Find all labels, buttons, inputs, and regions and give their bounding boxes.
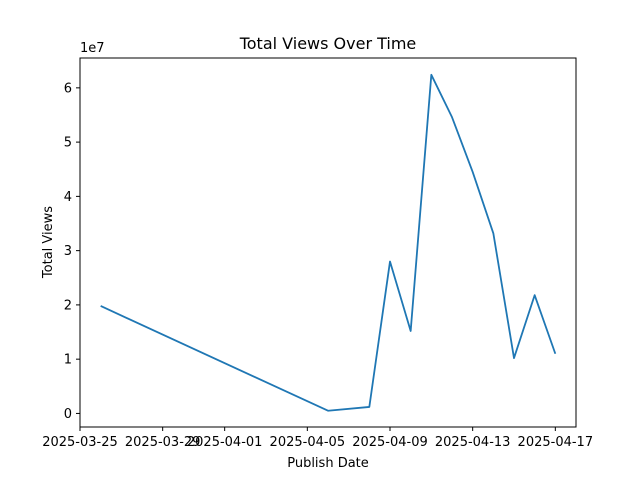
y-tick-label: 5 bbox=[64, 136, 72, 151]
x-tick-label: 2025-04-01 bbox=[187, 435, 263, 450]
plot-area bbox=[80, 58, 576, 427]
series-line bbox=[100, 73, 557, 412]
x-axis-label: Publish Date bbox=[287, 456, 369, 471]
y-tick-label: 2 bbox=[64, 298, 72, 313]
x-tick-label: 2025-03-29 bbox=[125, 435, 201, 450]
y-axis-multiplier: 1e7 bbox=[80, 41, 105, 56]
y-tick-label: 3 bbox=[64, 244, 72, 259]
y-tick-label: 4 bbox=[64, 190, 72, 205]
x-tick-label: 2025-04-05 bbox=[270, 435, 346, 450]
x-tick-label: 2025-04-13 bbox=[435, 435, 511, 450]
x-tick-label: 2025-04-09 bbox=[352, 435, 428, 450]
chart-title: Total Views Over Time bbox=[239, 34, 417, 53]
plot-background bbox=[80, 58, 576, 427]
x-tick-label: 2025-03-25 bbox=[42, 435, 118, 450]
y-tick-label: 1 bbox=[64, 353, 72, 368]
plot-frame bbox=[79, 57, 577, 428]
x-tick-label: 2025-04-17 bbox=[518, 435, 594, 450]
y-axis-label: Total Views bbox=[41, 206, 56, 279]
y-axis: 0 1 2 3 4 5 6 bbox=[64, 81, 80, 422]
series-layer bbox=[100, 73, 557, 412]
y-tick-label: 0 bbox=[64, 407, 72, 422]
y-tick-label: 6 bbox=[64, 81, 72, 96]
